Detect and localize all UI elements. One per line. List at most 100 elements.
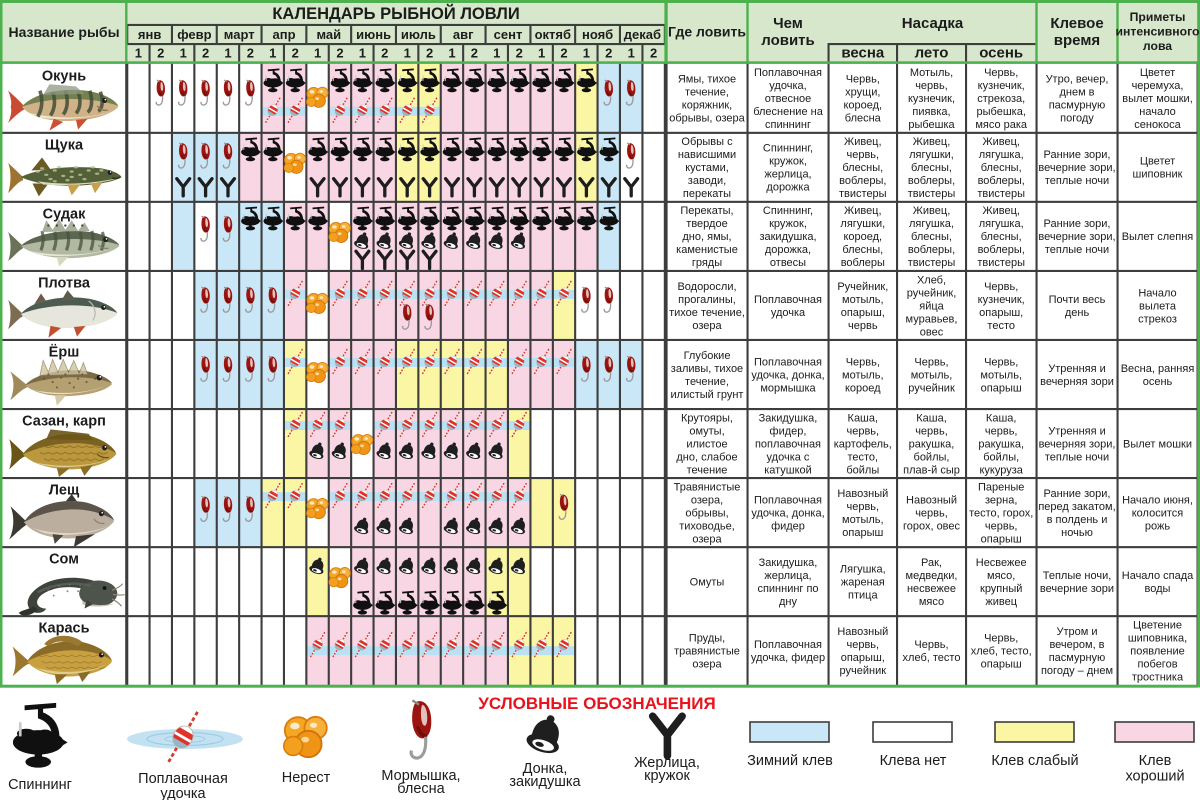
- svg-text:март: март: [224, 27, 255, 42]
- svg-text:зерна,: зерна,: [985, 494, 1017, 506]
- svg-text:мясо,: мясо,: [987, 570, 1015, 582]
- svg-text:твердое: твердое: [686, 218, 727, 230]
- svg-text:удочка с: удочка с: [767, 451, 810, 463]
- svg-text:удочка, фидер: удочка, фидер: [751, 652, 825, 664]
- svg-text:мотыль,: мотыль,: [980, 369, 1022, 381]
- svg-text:Ручейник,: Ручейник,: [837, 281, 888, 293]
- svg-text:колосится: колосится: [1132, 507, 1184, 519]
- svg-text:Судак: Судак: [43, 206, 86, 222]
- svg-text:осень: осень: [1143, 376, 1173, 388]
- svg-text:нояб: нояб: [582, 27, 613, 42]
- svg-text:Утренняя и: Утренняя и: [1048, 425, 1106, 437]
- svg-text:обрывы, озера: обрывы, озера: [669, 113, 745, 125]
- svg-text:Спиннинг,: Спиннинг,: [763, 205, 813, 217]
- svg-text:2: 2: [336, 46, 343, 61]
- svg-text:2: 2: [605, 46, 612, 61]
- svg-text:2: 2: [471, 46, 478, 61]
- svg-text:плав-й сыр: плав-й сыр: [903, 464, 960, 476]
- svg-text:Живец,: Живец,: [913, 205, 951, 217]
- svg-text:янв: янв: [138, 27, 161, 42]
- svg-text:опарыш,: опарыш,: [979, 307, 1023, 319]
- svg-text:Поплавочная: Поплавочная: [754, 356, 822, 368]
- svg-text:картофель,: картофель,: [834, 438, 892, 450]
- svg-text:Червь,: Червь,: [984, 281, 1018, 293]
- svg-text:блесны,: блесны,: [842, 162, 883, 174]
- svg-text:воблеры,: воблеры,: [908, 175, 955, 187]
- svg-text:интенсивного: интенсивного: [1116, 25, 1200, 39]
- svg-text:тиховодье,: тиховодье,: [679, 520, 735, 532]
- svg-text:твистеры: твистеры: [977, 257, 1025, 269]
- svg-text:кружок,: кружок,: [769, 156, 807, 168]
- svg-text:твистеры: твистеры: [839, 188, 887, 200]
- svg-text:кружок,: кружок,: [769, 218, 807, 230]
- svg-text:Ямы, тихое: Ямы, тихое: [678, 74, 736, 86]
- svg-text:воблеры: воблеры: [841, 257, 885, 269]
- svg-text:Донка,: Донка,: [523, 761, 568, 777]
- svg-text:Спиннинг,: Спиннинг,: [763, 143, 813, 155]
- svg-text:начало: начало: [1139, 106, 1175, 118]
- svg-text:пасмурную: пасмурную: [1049, 100, 1106, 112]
- svg-text:лето: лето: [915, 45, 949, 62]
- svg-text:Клев: Клев: [1139, 753, 1172, 769]
- svg-text:блесны,: блесны,: [981, 162, 1022, 174]
- svg-text:хлеб, тесто,: хлеб, тесто,: [971, 646, 1032, 658]
- svg-text:май: май: [316, 27, 341, 42]
- svg-text:мотыль,: мотыль,: [911, 369, 953, 381]
- svg-text:блесна: блесна: [845, 113, 882, 125]
- svg-text:рыбешка,: рыбешка,: [977, 106, 1026, 118]
- svg-text:вечерняя зори,: вечерняя зори,: [1039, 438, 1116, 450]
- svg-text:Приметы: Приметы: [1130, 10, 1186, 24]
- svg-text:погоду: погоду: [1060, 113, 1094, 125]
- svg-text:1: 1: [314, 46, 321, 61]
- svg-text:червь,: червь,: [915, 425, 948, 437]
- svg-text:илистое: илистое: [686, 438, 727, 450]
- svg-text:стрекоз: стрекоз: [1138, 313, 1177, 325]
- svg-text:вылета: вылета: [1139, 300, 1177, 312]
- svg-text:Цветет: Цветет: [1140, 156, 1175, 168]
- svg-text:лягушки,: лягушки,: [840, 218, 885, 230]
- svg-text:твистеры: твистеры: [977, 188, 1025, 200]
- svg-text:дорожка,: дорожка,: [765, 244, 811, 256]
- svg-text:Название рыбы: Название рыбы: [8, 24, 119, 40]
- svg-text:Пруды,: Пруды,: [689, 633, 725, 645]
- svg-text:обрывы,: обрывы,: [685, 507, 728, 519]
- svg-text:Цветет: Цветет: [1140, 67, 1175, 79]
- svg-text:лягушка,: лягушка,: [909, 218, 954, 230]
- svg-text:Обрывы с: Обрывы с: [681, 136, 733, 148]
- svg-text:днем в: днем в: [1059, 87, 1094, 99]
- svg-text:кружок: кружок: [644, 768, 690, 784]
- svg-text:Чем: Чем: [773, 15, 803, 32]
- svg-text:мормышка: мормышка: [760, 382, 816, 394]
- svg-text:горох, овес: горох, овес: [903, 520, 961, 532]
- svg-text:шиповник: шиповник: [1133, 169, 1183, 181]
- svg-text:течение: течение: [687, 464, 728, 476]
- svg-text:пиявка,: пиявка,: [912, 106, 950, 118]
- svg-text:черемуха,: черемуха,: [1132, 80, 1184, 92]
- svg-text:Навозный: Навозный: [906, 494, 957, 506]
- svg-text:короед,: короед,: [843, 100, 882, 112]
- svg-text:муравьев,: муравьев,: [906, 313, 958, 325]
- svg-text:коряжник,: коряжник,: [682, 100, 732, 112]
- svg-text:2: 2: [426, 46, 433, 61]
- svg-text:1: 1: [224, 46, 231, 61]
- svg-text:2: 2: [560, 46, 567, 61]
- svg-text:твистеры: твистеры: [908, 257, 956, 269]
- svg-text:лова: лова: [1143, 39, 1172, 53]
- svg-text:вылет мошки,: вылет мошки,: [1122, 93, 1193, 105]
- svg-text:Живец,: Живец,: [844, 136, 882, 148]
- svg-text:2: 2: [292, 46, 299, 61]
- svg-text:дорожка: дорожка: [766, 182, 810, 194]
- svg-text:опарыш: опарыш: [981, 659, 1022, 671]
- svg-text:Вылет слепня: Вылет слепня: [1122, 231, 1194, 243]
- svg-text:ручейник: ручейник: [908, 382, 955, 394]
- svg-text:ракушка,: ракушка,: [909, 438, 955, 450]
- svg-text:вечерние зори,: вечерние зори,: [1038, 162, 1115, 174]
- svg-text:червь,: червь,: [915, 507, 948, 519]
- svg-text:Червь,: Червь,: [984, 633, 1018, 645]
- svg-text:стрекоза,: стрекоза,: [977, 93, 1025, 105]
- svg-text:КАЛЕНДАРЬ РЫБНОЙ ЛОВЛИ: КАЛЕНДАРЬ РЫБНОЙ ЛОВЛИ: [272, 4, 519, 23]
- svg-text:пасмурную: пасмурную: [1049, 652, 1106, 664]
- svg-text:Перекаты,: Перекаты,: [680, 205, 733, 217]
- svg-text:октяб: октяб: [535, 27, 571, 42]
- svg-text:течение,: течение,: [685, 376, 729, 388]
